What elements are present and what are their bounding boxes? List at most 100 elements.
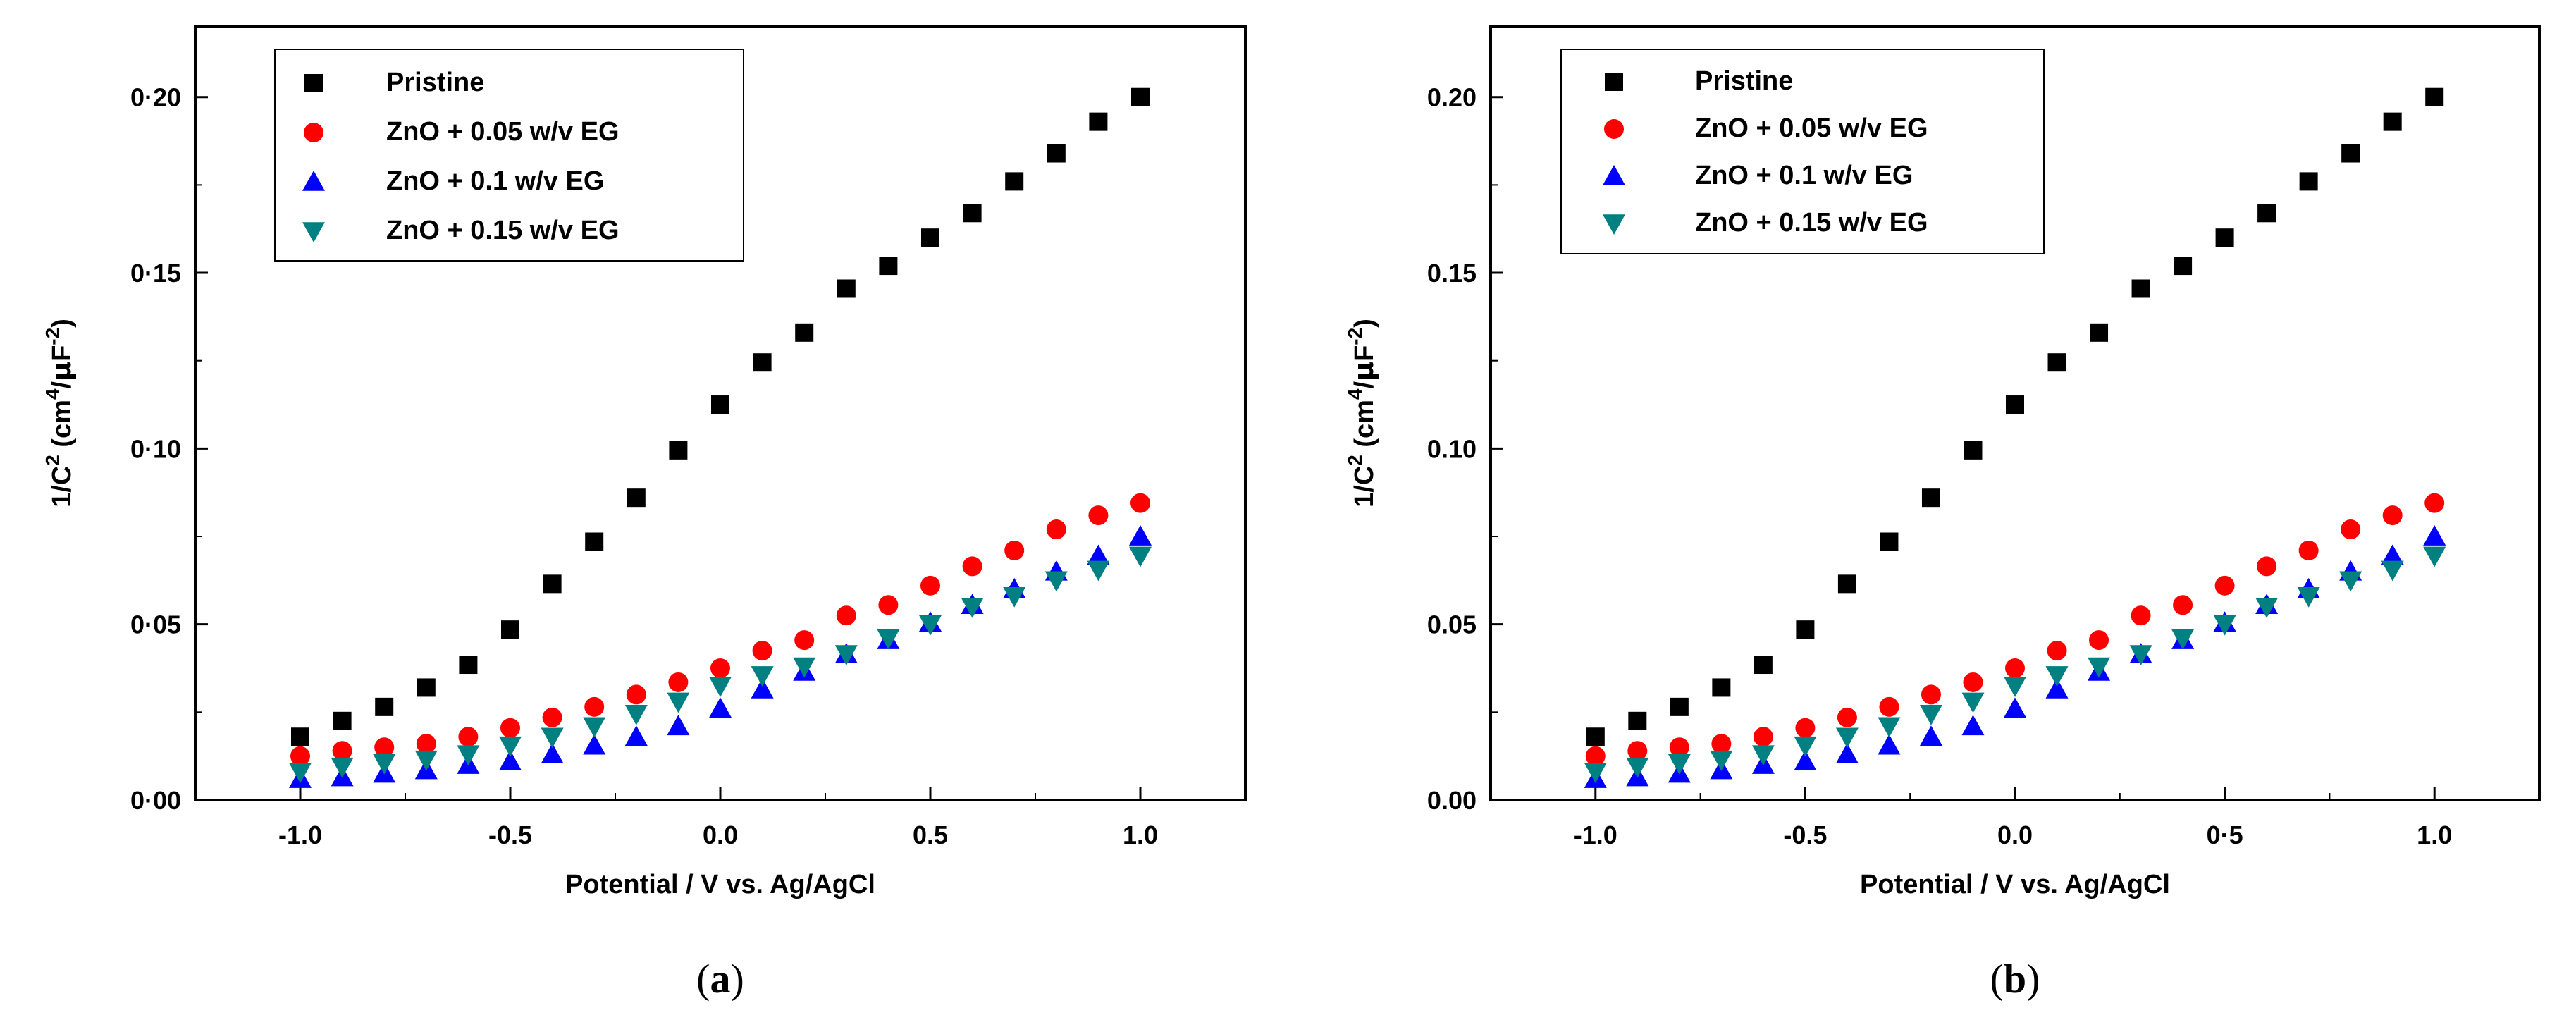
data-point-triangle-down	[414, 750, 438, 771]
legend-label-zno-015: ZnO + 0.15 w/v EG	[1695, 208, 1928, 238]
data-point-circle	[2005, 658, 2025, 679]
data-point-triangle-down	[499, 736, 522, 757]
data-point-triangle-down	[624, 705, 648, 725]
data-point-triangle-down	[2213, 615, 2236, 636]
data-point-square	[2047, 353, 2066, 372]
data-point-square	[2299, 172, 2318, 191]
data-point-square	[417, 678, 436, 697]
x-tick-label: -1.0	[1574, 820, 1617, 849]
x-tick-label: 1.0	[2417, 820, 2452, 849]
data-point-triangle-down	[2255, 597, 2279, 618]
data-point-triangle-down	[2297, 586, 2320, 608]
x-axis-title: Potential / V vs. Ag/AgCl	[565, 870, 875, 899]
data-point-circle	[962, 556, 982, 577]
data-point-circle	[878, 595, 899, 615]
data-point-square	[1628, 711, 1647, 730]
data-point-triangle-up	[2004, 697, 2026, 718]
legend-marker-triangle-down	[302, 222, 325, 242]
data-point-triangle-down	[709, 677, 732, 697]
data-point-square	[1131, 87, 1150, 106]
data-point-triangle-up	[1087, 544, 1110, 565]
legend-label-pristine: Pristine	[1695, 66, 1793, 96]
data-point-circle	[1753, 727, 1773, 747]
legend-box	[1560, 49, 2045, 254]
data-point-square	[1586, 727, 1605, 746]
data-point-square	[1670, 697, 1689, 716]
data-point-triangle-down	[2088, 657, 2111, 678]
data-point-circle	[374, 737, 395, 758]
data-point-triangle-up	[499, 750, 522, 770]
data-point-circle	[710, 658, 730, 679]
data-point-square	[2090, 323, 2109, 342]
data-point-triangle-up	[667, 715, 690, 736]
y-tick-label: 0.15	[1427, 259, 1477, 288]
legend: Pristine ZnO + 0.05 w/v EG ZnO + 0.1 w/v…	[274, 49, 744, 262]
data-point-circle	[458, 727, 479, 747]
data-point-square	[2131, 279, 2150, 298]
y-tick-label: 0·00	[130, 786, 181, 815]
data-point-square	[921, 228, 939, 247]
data-point-triangle-up	[1878, 734, 1901, 755]
data-point-square	[837, 279, 856, 298]
x-tick-label: -1.0	[278, 820, 322, 849]
data-point-square	[501, 620, 519, 639]
panel-label-b: (b)	[1990, 956, 2040, 1002]
data-point-triangle-down	[1003, 586, 1026, 608]
x-tick-label: -0.5	[488, 820, 532, 849]
legend-marker-triangle-down	[1603, 214, 1625, 235]
data-point-triangle-up	[541, 743, 564, 763]
data-point-triangle-down	[1961, 692, 1985, 713]
data-point-square	[963, 204, 982, 223]
data-point-square	[459, 656, 478, 675]
data-point-triangle-up	[1835, 743, 1859, 763]
data-point-square	[333, 711, 352, 730]
data-point-square	[1754, 656, 1773, 675]
data-point-triangle-down	[1878, 717, 1901, 738]
data-point-circle	[2382, 505, 2403, 526]
legend-marker-square	[304, 74, 323, 92]
y-tick-label: 0·05	[130, 610, 181, 639]
data-point-triangle-down	[2381, 560, 2404, 582]
data-point-triangle-down	[541, 727, 564, 749]
data-point-triangle-up	[751, 677, 774, 699]
y-tick-label: 0.00	[1427, 786, 1477, 815]
legend-marker-triangle-up	[1603, 165, 1625, 185]
data-point-triangle-up	[1129, 525, 1152, 546]
data-point-square	[1796, 620, 1815, 639]
data-point-square	[1047, 144, 1066, 163]
x-tick-label: 0.0	[1997, 820, 2033, 849]
data-point-triangle-down	[1044, 571, 1068, 592]
legend-label-zno-015: ZnO + 0.15 w/v EG	[386, 216, 620, 245]
data-point-triangle-down	[793, 657, 816, 678]
data-point-square	[711, 395, 729, 414]
legend-markers	[1603, 73, 1625, 235]
data-point-circle	[1627, 741, 1648, 761]
data-point-triangle-down	[1668, 754, 1691, 775]
data-point-triangle-up	[709, 697, 732, 718]
data-point-triangle-up	[2045, 677, 2069, 699]
data-point-square	[2383, 112, 2402, 131]
y-tick-label: 0·10	[130, 434, 181, 463]
data-point-circle	[836, 605, 856, 626]
data-point-square	[753, 353, 772, 372]
x-tick-labels: -1.0 -0.5 0.0 0.5 1.0	[278, 820, 1158, 849]
data-point-square	[627, 488, 646, 508]
data-point-circle	[1879, 696, 1899, 717]
data-point-triangle-up	[2423, 525, 2446, 546]
data-point-square	[2341, 144, 2360, 163]
data-point-circle	[500, 718, 520, 738]
data-point-triangle-up	[2381, 544, 2404, 565]
data-point-circle	[2131, 605, 2151, 626]
data-point-triangle-down	[289, 763, 312, 784]
data-point-circle	[920, 575, 940, 596]
data-point-triangle-down	[1087, 560, 1110, 582]
data-point-square	[1880, 532, 1899, 551]
data-point-circle	[542, 707, 562, 727]
data-point-triangle-down	[1794, 736, 1817, 757]
data-point-triangle-down	[583, 717, 606, 738]
data-point-circle	[2298, 540, 2319, 560]
data-point-square	[2174, 257, 2193, 276]
data-point-circle	[332, 741, 352, 761]
data-point-circle	[1921, 684, 1941, 705]
